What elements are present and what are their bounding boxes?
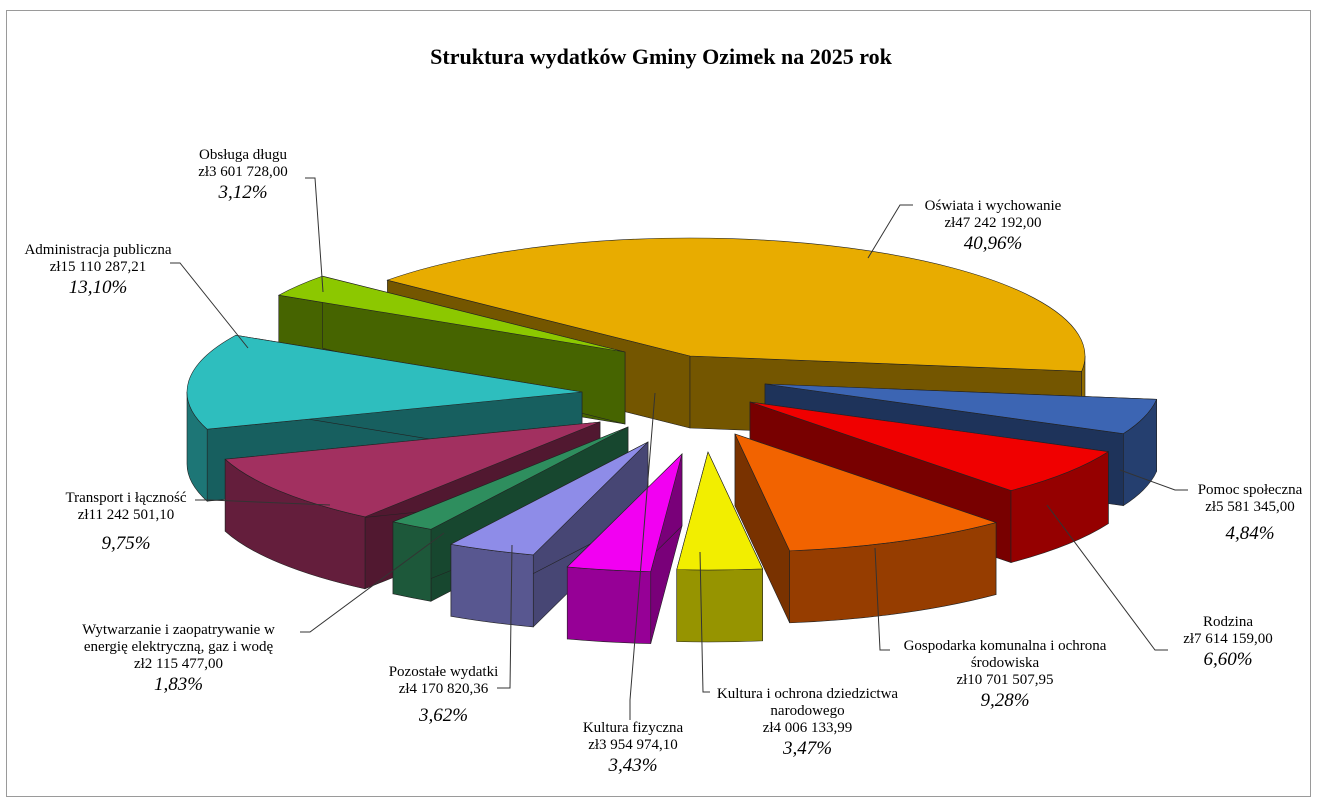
label-gospodarka-amount: zł10 701 507,95	[956, 672, 1054, 688]
label-gospodarka-percent: 9,28%	[980, 690, 1030, 711]
label-wytwarzanie-amount: zł2 115 477,00	[133, 656, 224, 672]
label-administracja-amount: zł15 110 287,21	[49, 259, 147, 275]
label-kultura-fizyczna-amount: zł3 954 974,10	[588, 737, 678, 753]
pie-slice-1-top	[386, 237, 1086, 372]
label-kultura-dziedzictwa-percent: 3,47%	[782, 738, 833, 759]
label-oswiata-amount: zł47 242 192,00	[944, 215, 1042, 231]
label-kultura-dziedzictwa: Kultura i ochrona dziedzictwa narodowego…	[700, 686, 915, 761]
leader-line-7	[497, 544, 513, 689]
label-pomoc-name: Pomoc społeczna	[1197, 482, 1303, 498]
leader-line-9	[195, 499, 331, 506]
label-transport: Transport i łączność zł11 242 501,10 9,7…	[46, 490, 206, 556]
label-kultura-fizyczna: Kultura fizyczna zł3 954 974,10 3,43%	[568, 720, 698, 778]
label-gospodarka: Gospodarka komunalna i ochrona środowisk…	[880, 638, 1130, 713]
label-obsluga-dlugu: Obsługa długu zł3 601 728,00 3,12%	[178, 147, 308, 205]
label-pozostale: Pozostałe wydatki zł4 170 820,36 3,62%	[376, 664, 511, 728]
leader-line-1	[867, 204, 913, 259]
label-gospodarka-name-2: środowiska	[970, 655, 1040, 671]
pie-slice-3-top	[749, 401, 1110, 491]
pie-slice-10-top	[186, 334, 583, 430]
label-wytwarzanie-percent: 1,83%	[153, 674, 204, 695]
label-obsluga-dlugu-amount: zł3 601 728,00	[198, 164, 288, 180]
label-wytwarzanie-name-2: energię elektryczną, gaz i wodę	[83, 639, 274, 655]
pie-slice-7-rim	[450, 543, 534, 628]
label-obsluga-dlugu-percent: 3,12%	[218, 182, 268, 203]
leader-line-10	[170, 262, 249, 349]
pie-slice-8-top	[391, 426, 629, 530]
pie-slice-8-rim	[392, 521, 432, 602]
pie-slice-4-top	[734, 433, 998, 552]
label-kultura-dziedzictwa-name-2: narodowego	[770, 703, 845, 719]
leader-line-5	[699, 551, 710, 693]
label-wytwarzanie: Wytwarzanie i zaopatrywanie w energię el…	[66, 622, 291, 697]
label-rodzina: Rodzina zł7 614 159,00 6,60%	[1168, 614, 1288, 672]
pie-slice-6-top	[566, 453, 683, 572]
label-oswiata-percent: 40,96%	[963, 233, 1023, 254]
pie-slice-5-top	[676, 451, 764, 571]
leader-line-2	[1119, 469, 1188, 491]
label-kultura-dziedzictwa-amount: zł4 006 133,99	[762, 720, 853, 736]
pie-slice-5	[676, 451, 764, 643]
label-rodzina-name: Rodzina	[1203, 614, 1253, 630]
pie-slice-4	[734, 433, 998, 624]
chart-title: Struktura wydatków Gminy Ozimek na 2025 …	[430, 44, 892, 69]
label-pomoc-amount: zł5 581 345,00	[1205, 499, 1295, 515]
label-wytwarzanie-name: Wytwarzanie i zaopatrywanie w	[82, 622, 275, 638]
label-pomoc-percent: 4,84%	[1225, 523, 1275, 544]
label-gospodarka-name: Gospodarka komunalna i ochrona	[903, 638, 1107, 654]
leader-line-8	[300, 532, 445, 633]
leader-line-6	[629, 392, 656, 720]
label-kultura-dziedzictwa-name: Kultura i ochrona dziedzictwa	[716, 686, 899, 702]
label-pozostale-percent: 3,62%	[418, 705, 469, 726]
leader-line-4	[874, 547, 890, 651]
label-pomoc: Pomoc społeczna zł5 581 345,00 4,84%	[1190, 482, 1310, 546]
pie-slice-7	[450, 441, 649, 628]
label-pozostale-name: Pozostałe wydatki	[388, 664, 499, 680]
pie-slice-2-top	[764, 383, 1158, 434]
label-kultura-fizyczna-percent: 3,43%	[608, 755, 658, 776]
label-transport-percent: 9,75%	[101, 533, 151, 554]
label-transport-name: Transport i łączność	[65, 490, 187, 506]
label-rodzina-amount: zł7 614 159,00	[1183, 631, 1273, 647]
label-transport-amount: zł11 242 501,10	[77, 507, 175, 523]
pie-slice-7-top	[450, 441, 649, 556]
label-oswiata-name: Oświata i wychowanie	[924, 198, 1062, 214]
pie-slice-9-top	[224, 421, 601, 518]
label-administracja: Administracja publiczna zł15 110 287,21 …	[8, 242, 188, 300]
label-obsluga-dlugu-name: Obsługa długu	[199, 147, 287, 163]
label-kultura-fizyczna-name: Kultura fizyczna	[582, 720, 684, 736]
leader-line-11	[305, 177, 324, 293]
leader-line-3	[1046, 504, 1168, 651]
label-administracja-name: Administracja publiczna	[24, 242, 172, 258]
label-pozostale-amount: zł4 170 820,36	[398, 681, 489, 697]
label-oswiata: Oświata i wychowanie zł47 242 192,00 40,…	[908, 198, 1078, 256]
label-rodzina-percent: 6,60%	[1203, 649, 1253, 670]
pie-slice-5-rim	[676, 568, 763, 643]
pie-slice-6	[566, 453, 683, 644]
label-administracja-percent: 13,10%	[68, 277, 128, 298]
